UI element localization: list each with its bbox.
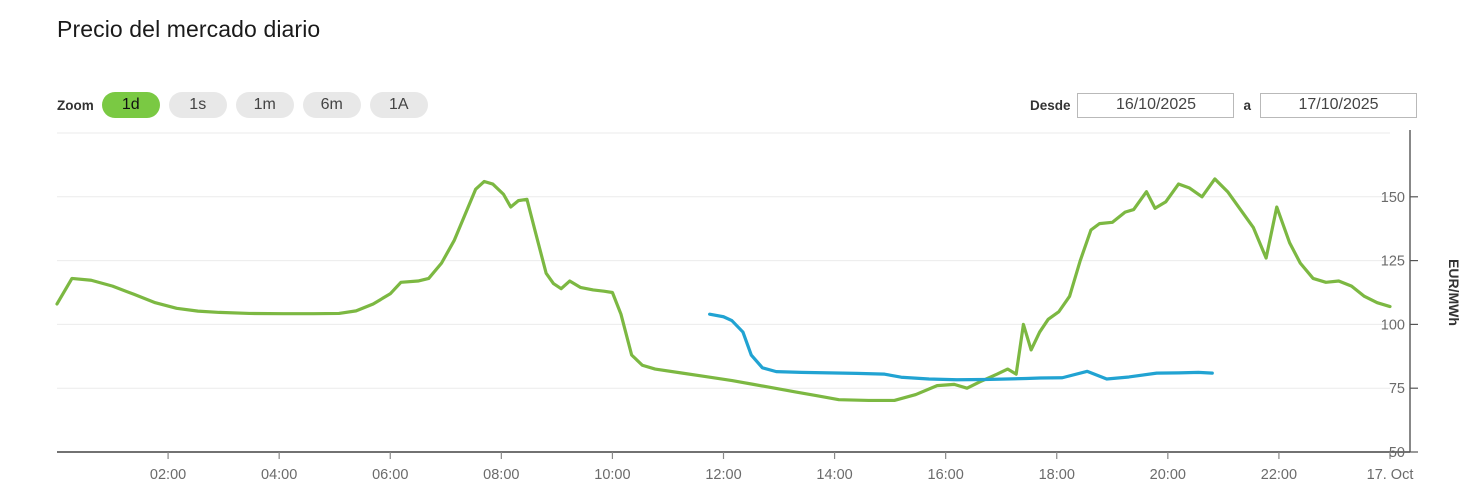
chart-tick-labels: 50 75 100 125 150 02:00 04:00 06:00 08:00 10:00 12… (150, 190, 1413, 483)
chart-series-layer (55, 177, 1392, 403)
x-tick-label: 10:00 (594, 467, 630, 483)
x-tick-label: 02:00 (150, 467, 186, 483)
zoom-button-6m[interactable]: 6m (302, 92, 361, 118)
y-tick-label: 150 (1381, 190, 1405, 206)
page-title: Precio del mercado diario (57, 16, 321, 42)
zoom-label: Zoom (57, 97, 94, 113)
x-tick-label: 06:00 (372, 467, 408, 483)
zoom-control-group: Zoom 1d 1s 1m 6m 1A (57, 88, 437, 122)
date-from-input[interactable] (1077, 92, 1235, 118)
series-line-intraday-market (708, 312, 1214, 382)
x-tick-label: 12:00 (705, 467, 741, 483)
x-tick-label: 17. Oct (1367, 467, 1414, 483)
zoom-button-1d[interactable]: 1d (101, 92, 160, 118)
x-tick-label: 08:00 (483, 467, 519, 483)
x-tick-label: 18:00 (1039, 467, 1075, 483)
zoom-button-1m[interactable]: 1m (235, 92, 294, 118)
x-tick-label: 16:00 (928, 467, 964, 483)
date-range-separator: a (1243, 97, 1251, 113)
chart-axes (57, 130, 1418, 459)
x-tick-label: 22:00 (1261, 467, 1297, 483)
series-line-daily-market (55, 177, 1392, 403)
y-tick-label: 125 (1381, 254, 1405, 270)
chart-gridlines (57, 132, 1390, 453)
zoom-button-1a[interactable]: 1A (369, 92, 428, 118)
x-tick-label: 14:00 (816, 467, 852, 483)
y-axis-label: EUR/MWh (1446, 259, 1462, 326)
date-range-group: Desde a (1030, 88, 1417, 122)
y-tick-label: 75 (1389, 381, 1405, 397)
date-from-label: Desde (1029, 97, 1071, 113)
chart-toolbar: Zoom 1d 1s 1m 6m 1A Desde a (0, 88, 1475, 122)
date-to-input[interactable] (1260, 92, 1417, 118)
y-tick-label: 50 (1389, 445, 1405, 461)
y-tick-label: 100 (1381, 317, 1405, 333)
x-tick-label: 20:00 (1150, 467, 1186, 483)
zoom-button-1s[interactable]: 1s (168, 92, 227, 118)
x-tick-label: 04:00 (261, 467, 297, 483)
